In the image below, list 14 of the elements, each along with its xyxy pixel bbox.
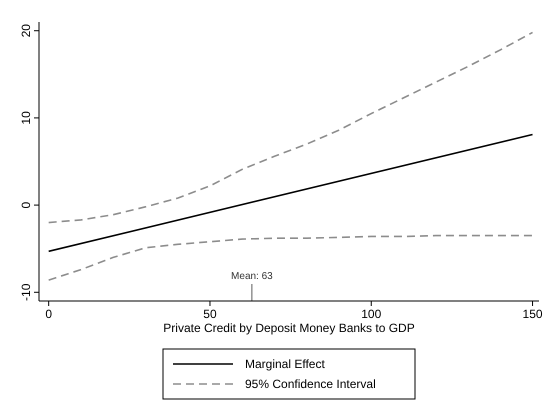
x-tick-label: 0: [45, 307, 52, 321]
x-tick-label: 100: [361, 307, 382, 321]
x-tick-label: 150: [522, 307, 543, 321]
y-tick-label: -10: [19, 283, 33, 301]
y-tick-label: 0: [19, 201, 33, 208]
y-tick-label: 10: [19, 110, 33, 125]
x-tick-label: 50: [203, 307, 217, 321]
legend-label: Marginal Effect: [245, 357, 326, 371]
legend-label: 95% Confidence Interval: [245, 377, 376, 391]
y-tick-label: 20: [19, 24, 33, 38]
line-series: [48, 32, 534, 224]
line-series: [48, 234, 534, 281]
x-axis-title: Private Credit by Deposit Money Banks to GDP: [163, 321, 415, 335]
ref-line-label: Mean: 63: [231, 271, 274, 282]
